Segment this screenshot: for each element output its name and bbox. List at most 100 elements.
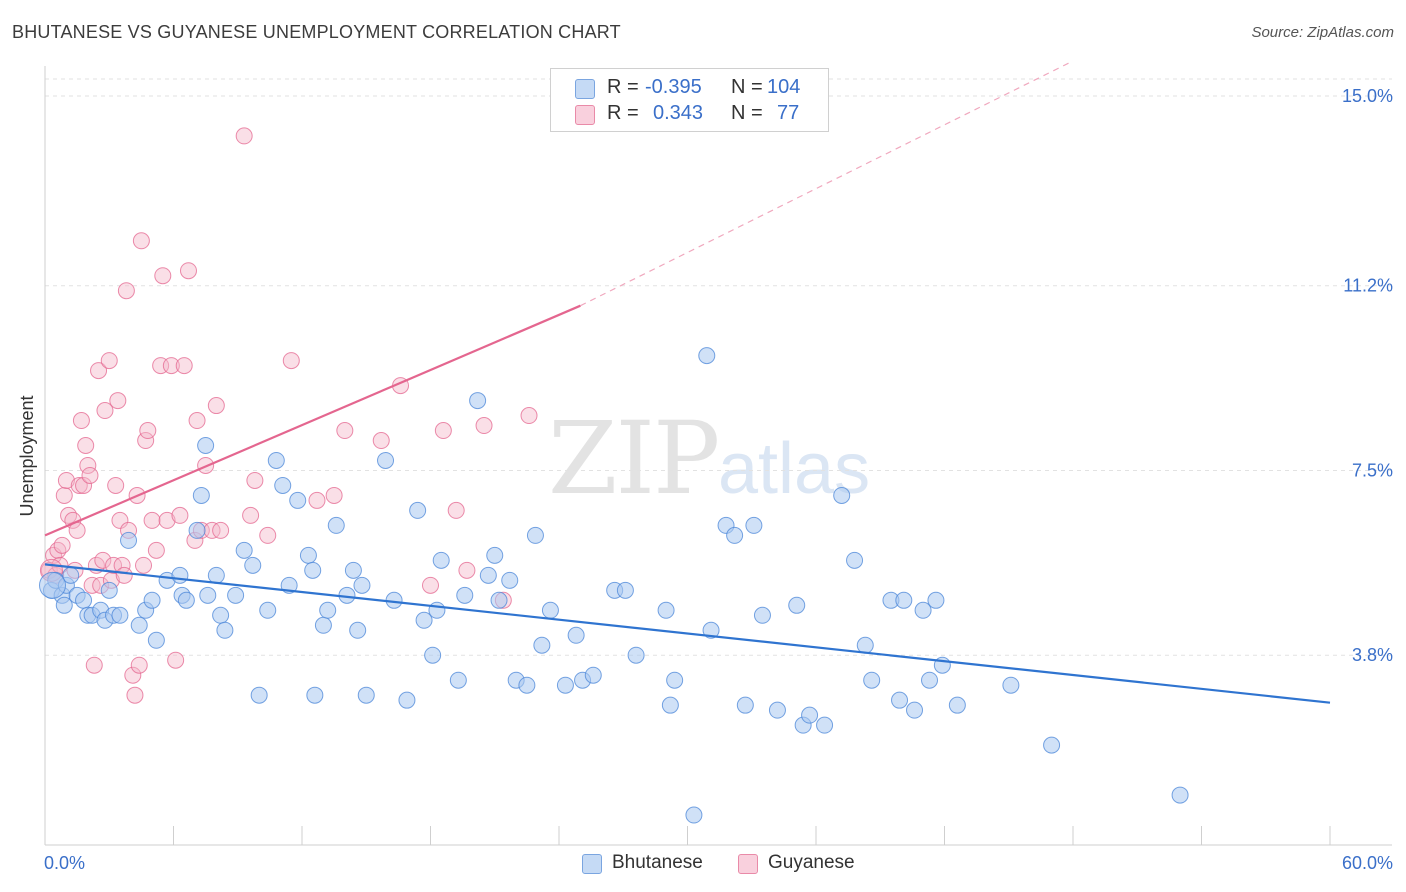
bhutanese-trend-line: [44, 563, 1331, 704]
guyanese-point: [100, 352, 118, 370]
bhutanese-point: [556, 676, 574, 694]
guyanese-point: [57, 471, 75, 489]
bhutanese-point: [409, 501, 427, 519]
bhutanese-point: [788, 596, 806, 614]
guyanese-point: [175, 357, 193, 375]
bhutanese-point: [449, 671, 467, 689]
guyanese-point: [109, 392, 127, 410]
guyanese-point: [115, 566, 133, 584]
bhutanese-point: [130, 616, 148, 634]
bhutanese-point: [319, 601, 337, 619]
guyanese-point: [336, 422, 354, 440]
legend-swatch-bhutanese: [575, 79, 595, 99]
y-axis-title: Unemployment: [17, 395, 37, 516]
legend-n-label: N =: [731, 76, 763, 98]
guyanese-point: [282, 352, 300, 370]
bhutanese-point: [197, 437, 215, 455]
y-tick-label: 15.0%: [1342, 86, 1393, 106]
guyanese-point: [85, 656, 103, 674]
bottom-swatch-guyanese: [738, 854, 758, 874]
bhutanese-point: [702, 621, 720, 639]
watermark-zip: ZIP: [548, 400, 720, 517]
bhutanese-points: [38, 347, 1189, 824]
bhutanese-point: [38, 571, 66, 599]
guyanese-point: [325, 486, 343, 504]
bhutanese-point: [856, 636, 874, 654]
bhutanese-point: [948, 696, 966, 714]
trend-lines: [44, 60, 1331, 704]
guyanese-point: [154, 267, 172, 285]
bhutanese-point: [891, 691, 909, 709]
bhutanese-point: [816, 716, 834, 734]
bhutanese-point: [274, 476, 292, 494]
legend-r-value: 0.343: [653, 102, 704, 124]
bhutanese-point: [736, 696, 754, 714]
y-tick-label: 3.8%: [1352, 645, 1393, 665]
legend-n-label: N =: [731, 102, 763, 124]
guyanese-point: [308, 491, 326, 509]
bhutanese-point: [327, 516, 345, 534]
bhutanese-point: [469, 392, 487, 410]
bhutanese-point: [753, 606, 771, 624]
guyanese-point: [167, 651, 185, 669]
bhutanese-point: [846, 551, 864, 569]
bhutanese-point: [267, 451, 285, 469]
guyanese-point: [90, 362, 108, 380]
bhutanese-point: [490, 591, 508, 609]
bhutanese-point: [147, 631, 165, 649]
bhutanese-point: [212, 606, 230, 624]
guyanese-point: [79, 456, 97, 474]
guyanese-point: [147, 541, 165, 559]
guyanese-point: [212, 521, 230, 539]
bhutanese-point: [344, 561, 362, 579]
bhutanese-point: [616, 581, 634, 599]
x-tick-label: 60.0%: [1342, 853, 1393, 873]
bhutanese-point: [1043, 736, 1061, 754]
bhutanese-point: [398, 691, 416, 709]
legend-r-value: -0.395: [645, 76, 702, 98]
bhutanese-point: [143, 591, 161, 609]
guyanese-point: [137, 432, 155, 450]
bhutanese-point: [1171, 786, 1189, 804]
guyanese-point: [55, 486, 73, 504]
bhutanese-point: [745, 516, 763, 534]
bhutanese-point: [906, 701, 924, 719]
guyanese-point: [70, 476, 88, 494]
bhutanese-point: [55, 596, 73, 614]
bhutanese-point: [698, 347, 716, 365]
bhutanese-point: [921, 671, 939, 689]
bhutanese-point: [685, 806, 703, 824]
bhutanese-point: [533, 636, 551, 654]
bhutanese-point: [299, 546, 317, 564]
guyanese-point: [447, 501, 465, 519]
guyanese-point: [422, 576, 439, 594]
legend-swatch-guyanese: [575, 105, 595, 125]
guyanese-point: [72, 412, 90, 430]
guyanese-point: [143, 511, 161, 529]
bhutanese-point: [100, 581, 118, 599]
bhutanese-point: [120, 531, 138, 549]
legend-r-label: R =: [607, 76, 639, 98]
bhutanese-point: [666, 671, 684, 689]
bhutanese-point: [235, 541, 253, 559]
guyanese-trend-extension: [580, 60, 1074, 307]
bhutanese-point: [377, 451, 395, 469]
legend-n-value: 77: [777, 102, 800, 124]
bhutanese-point: [171, 566, 189, 584]
guyanese-point: [188, 412, 206, 430]
guyanese-point: [207, 397, 225, 415]
axes: [44, 66, 1392, 846]
bhutanese-point: [486, 546, 504, 564]
chart-title: BHUTANESE VS GUYANESE UNEMPLOYMENT CORRE…: [12, 22, 621, 42]
bhutanese-point: [314, 616, 332, 634]
bhutanese-point: [216, 621, 234, 639]
guyanese-point: [75, 476, 93, 494]
bhutanese-point: [914, 601, 932, 619]
guyanese-point: [107, 476, 125, 494]
bhutanese-point: [289, 491, 307, 509]
guyanese-points: [39, 127, 538, 704]
bhutanese-point: [192, 486, 210, 504]
guyanese-point: [81, 466, 99, 484]
bhutanese-point: [357, 686, 375, 704]
